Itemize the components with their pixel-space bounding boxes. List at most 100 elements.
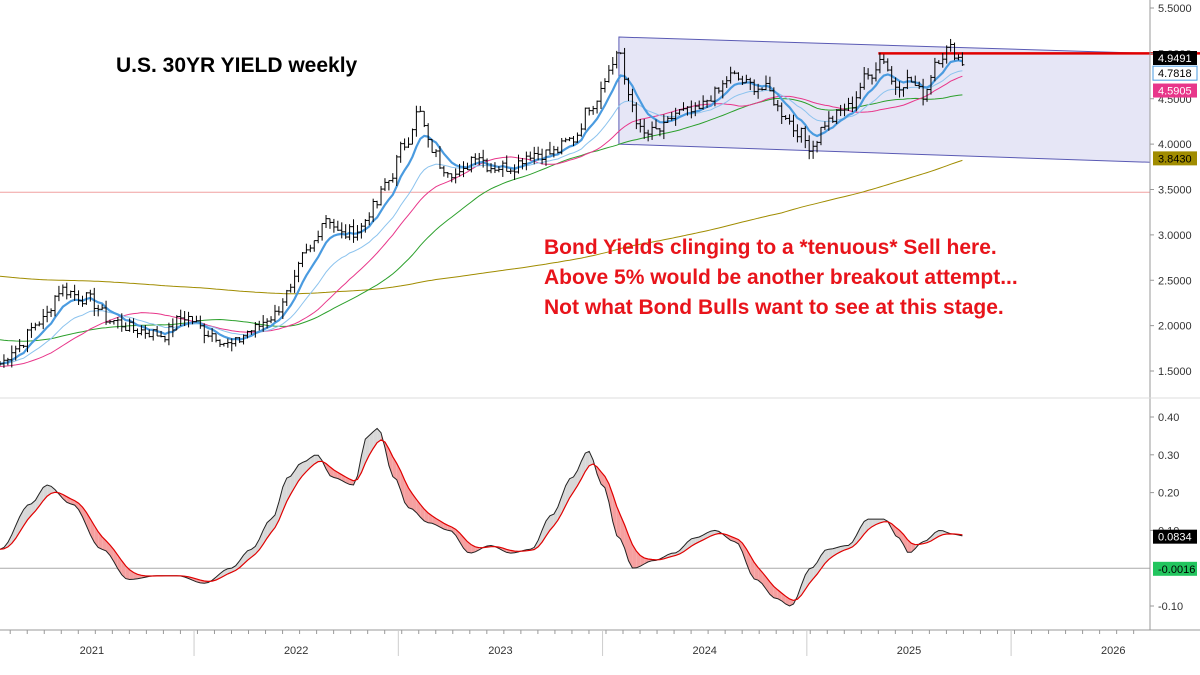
ohlc-bar <box>241 334 246 345</box>
ohlc-bar <box>756 83 761 99</box>
ohlc-bar <box>398 141 403 163</box>
ohlc-bar <box>52 295 57 317</box>
ohlc-bar <box>512 164 517 180</box>
annotation-line-1: Bond Yields clinging to a *tenuous* Sell… <box>544 236 997 259</box>
ohlc-bar <box>210 328 215 342</box>
ohlc-bar <box>936 60 941 65</box>
y-tick-label: 2.0000 <box>1158 321 1192 333</box>
badge-osc-last: 0.0834 <box>1153 529 1197 544</box>
ohlc-bar <box>461 161 466 178</box>
price-badges: 5.00004.94914.78184.59053.84300.0834-0.0… <box>1152 46 1198 576</box>
ohlc-bar <box>382 178 387 192</box>
ohlc-bar <box>485 158 490 173</box>
badge-osc-zero-box <box>1153 561 1197 576</box>
ohlc-bar <box>1 354 6 368</box>
ohlc-bar <box>489 163 494 174</box>
ohlc-bar <box>830 115 835 123</box>
ohlc-bar <box>559 137 564 155</box>
axes: 5.50005.00004.50004.00003.50003.00002.50… <box>0 0 1200 657</box>
osc-fill-segment <box>636 551 641 568</box>
ohlc-bar <box>406 137 411 148</box>
ohlc-bar <box>763 75 768 91</box>
annotation-line-2: Above 5% would be another breakout attem… <box>544 266 1018 289</box>
badge-osc-last-box <box>1153 529 1197 544</box>
ohlc-bar <box>280 298 285 319</box>
ohlc-bar <box>225 338 230 348</box>
ohlc-bar <box>371 198 376 223</box>
ohlc-bar <box>261 315 266 332</box>
ohlc-bar <box>229 338 234 352</box>
ohlc-bar <box>0 361 2 366</box>
ohlc-bar <box>308 244 313 253</box>
ohlc-bar <box>720 80 725 99</box>
osc-y-tick-label: -0.10 <box>1158 601 1183 613</box>
ohlc-bar <box>457 163 462 177</box>
ohlc-bar <box>744 74 749 84</box>
ohlc-bar <box>516 154 521 174</box>
ohlc-bar <box>591 105 596 115</box>
ohlc-bar <box>650 121 655 140</box>
ohlc-bar <box>606 65 611 83</box>
x-tick-label: 2021 <box>80 645 104 657</box>
ohlc-bar <box>182 311 187 327</box>
ohlc-bar <box>162 335 167 343</box>
ohlc-bar <box>115 317 120 329</box>
ohlc-bar <box>740 75 745 86</box>
badge-osc-zero: -0.0016 <box>1153 561 1197 576</box>
ohlc-bar <box>579 123 584 137</box>
price-channel <box>618 36 1200 163</box>
ohlc-bar <box>705 99 710 108</box>
ohlc-bar <box>940 52 945 68</box>
ohlc-bar <box>449 173 454 183</box>
osc-main-line <box>0 427 963 607</box>
ohlc-bar <box>575 132 580 143</box>
badge-ma-olive: 3.8430 <box>1153 151 1197 166</box>
ohlc-bar <box>799 127 804 143</box>
ohlc-bar <box>732 70 737 75</box>
ohlc-bar <box>842 103 847 117</box>
ohlc-bar <box>107 319 112 325</box>
ohlc-bar <box>221 342 226 347</box>
ohlc-bar <box>80 295 85 307</box>
ohlc-bar <box>29 322 34 338</box>
ohlc-bar <box>948 38 953 52</box>
ohlc-bar <box>178 309 183 327</box>
ohlc-bar <box>60 284 65 297</box>
osc-y-tick-label: 0.30 <box>1158 450 1179 462</box>
ohlc-bar <box>693 102 698 117</box>
ma-pink-line <box>0 75 963 367</box>
ohlc-bar <box>752 79 757 95</box>
ohlc-bar <box>748 77 753 91</box>
ohlc-bar <box>402 138 407 151</box>
ohlc-bar <box>25 328 30 353</box>
ohlc-bar <box>437 146 442 169</box>
ohlc-bar <box>233 337 238 347</box>
ohlc-bar <box>547 141 552 155</box>
ohlc-bar <box>626 77 631 102</box>
ohlc-bar <box>551 145 556 158</box>
ohlc-bar <box>249 330 254 335</box>
ohlc-bar <box>159 330 164 338</box>
ohlc-bar <box>123 322 128 331</box>
ohlc-bar <box>304 243 309 254</box>
ohlc-bar <box>139 325 144 336</box>
ohlc-bar <box>37 321 42 327</box>
ohlc-bar <box>324 215 329 229</box>
ohlc-bar <box>815 140 820 153</box>
ohlc-bar <box>634 102 639 130</box>
ohlc-bar <box>257 320 262 331</box>
ohlc-bar <box>528 151 533 161</box>
ohlc-bar <box>838 104 843 117</box>
ohlc-bar <box>269 316 274 324</box>
ohlc-bar <box>544 149 549 166</box>
annotation-line-3: Not what Bond Bulls want to see at this … <box>544 296 1004 319</box>
osc-fill-segment <box>640 555 645 567</box>
ohlc-bar <box>288 283 293 293</box>
ohlc-bar <box>198 315 203 329</box>
osc-fill-segment <box>911 543 916 553</box>
ohlc-bar <box>481 149 486 168</box>
ohlc-bar <box>127 318 132 332</box>
ohlc-bar <box>602 78 607 93</box>
ohlc-bar <box>928 75 933 95</box>
